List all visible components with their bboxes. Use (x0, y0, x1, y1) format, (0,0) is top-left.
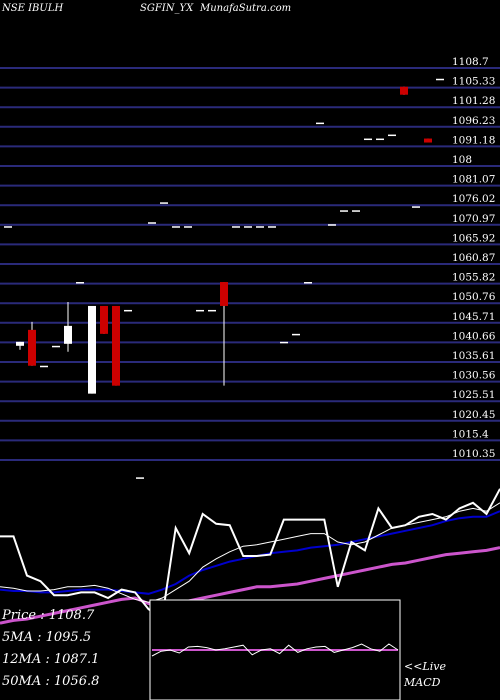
candle-body (412, 206, 420, 208)
candle-body (112, 305, 120, 386)
y-tick-label: 1081.07 (452, 174, 495, 186)
candle-body (316, 122, 324, 125)
candle-body (424, 138, 432, 143)
candle-body (220, 282, 228, 306)
y-tick-label: 1035.61 (452, 350, 495, 362)
y-tick-label: 1105.33 (452, 76, 495, 88)
candle-body (352, 210, 360, 212)
stat-ma12: 12MA : 1087.1 (2, 652, 100, 667)
macd-label: MACD (404, 676, 441, 689)
candle-body (388, 134, 396, 137)
y-tick-label: 1096.23 (452, 115, 495, 127)
y-tick-label: 1101.28 (452, 95, 495, 107)
macd-live-label: <<Live (404, 660, 446, 673)
candle-body (88, 305, 96, 394)
candle-body (4, 226, 12, 228)
candle-body (268, 226, 276, 228)
candle-body (256, 226, 264, 228)
ma5-line (0, 502, 500, 603)
candle-body (160, 202, 168, 204)
candle-body (436, 78, 444, 81)
y-tick-label: 1030.56 (452, 370, 496, 382)
candle-body (76, 282, 84, 284)
y-tick-label: 1055.82 (452, 272, 495, 284)
header-site: MunafaSutra.com (200, 3, 292, 14)
candle-body (328, 224, 336, 226)
candle-body (292, 333, 300, 336)
candle-body (196, 309, 204, 312)
stat-ma5: 5MA : 1095.5 (2, 630, 92, 645)
candle-body (148, 222, 156, 224)
candle-body (364, 138, 372, 141)
candle-body (280, 341, 288, 344)
y-tick-label: 1060.87 (452, 252, 495, 264)
y-tick-label: 1045.71 (452, 311, 495, 323)
candle-body (52, 345, 60, 348)
candle-body (16, 341, 24, 346)
header-symbol: NSE IBULH (2, 3, 64, 14)
candle-body (208, 309, 216, 312)
header-series: SGFIN_YX (140, 3, 194, 14)
candle-body (136, 477, 144, 479)
y-tick-label: 1076.02 (452, 193, 495, 205)
y-tick-label: 1040.66 (452, 330, 496, 342)
candle-body (244, 226, 252, 228)
candle-body (340, 210, 348, 212)
candle-body (376, 138, 384, 141)
candle-body (400, 86, 408, 95)
macd-line (151, 643, 399, 657)
stat-ma50: 50MA : 1056.8 (2, 674, 100, 689)
candle-body (40, 365, 48, 368)
ma12-line (0, 510, 500, 595)
y-tick-label: 1020.45 (452, 409, 495, 421)
stat-price: Price : 1108.7 (2, 608, 95, 623)
candle-body (232, 226, 240, 228)
y-tick-label: 108 (452, 154, 472, 166)
y-tick-label: 1091.18 (452, 134, 495, 146)
candle-body (100, 305, 108, 334)
candle-body (64, 325, 72, 344)
y-tick-label: 1065.92 (452, 232, 495, 244)
candle-body (124, 309, 132, 312)
y-tick-label: 1025.51 (452, 389, 495, 401)
candle-body (28, 329, 36, 366)
candle-body (184, 226, 192, 228)
y-tick-label: 1070.97 (452, 213, 495, 225)
y-tick-label: 1010.35 (452, 448, 495, 460)
candle-body (304, 282, 312, 284)
y-tick-label: 1015.4 (452, 428, 489, 440)
y-tick-label: 1050.76 (452, 291, 496, 303)
y-tick-label: 1108.7 (452, 56, 489, 68)
price-line (0, 488, 500, 620)
ma50-line (0, 546, 500, 625)
candle-body (172, 226, 180, 228)
